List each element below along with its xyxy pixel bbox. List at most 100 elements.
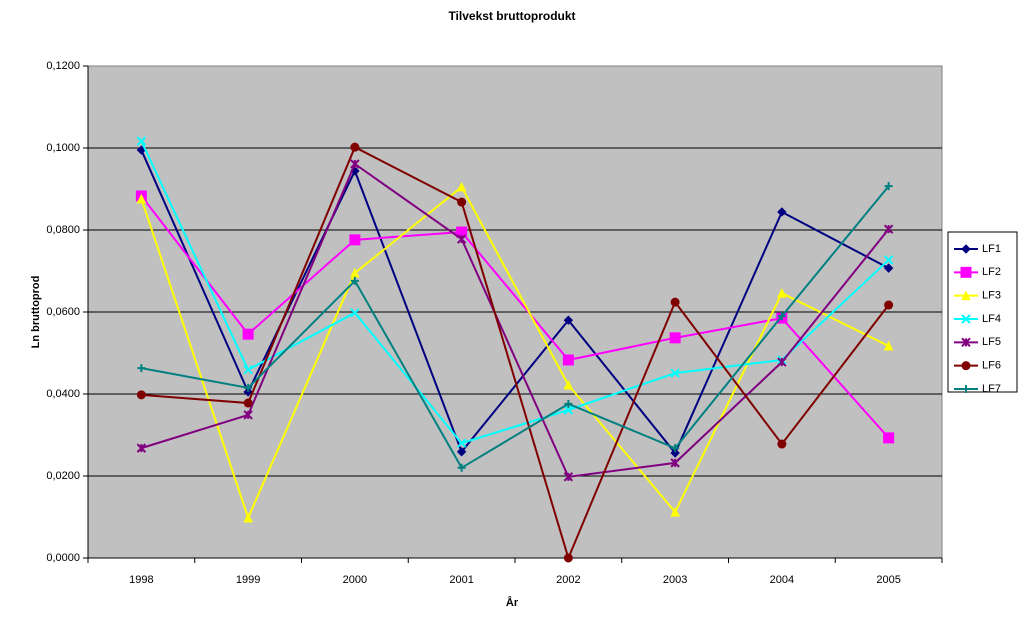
marker-shape <box>456 181 467 192</box>
marker <box>883 432 895 444</box>
marker <box>961 314 971 324</box>
marker-shape <box>961 337 971 348</box>
marker <box>456 181 467 192</box>
marker-shape <box>349 234 361 246</box>
series-line <box>140 185 890 521</box>
marker-shape <box>883 263 894 273</box>
marker <box>243 387 253 397</box>
marker <box>136 443 147 453</box>
marker <box>242 328 254 340</box>
marker-shape <box>136 193 147 204</box>
marker <box>961 290 971 301</box>
y-tick-label: 0,1000 <box>46 142 80 154</box>
marker <box>777 288 787 298</box>
legend-label: LF1 <box>982 243 1001 255</box>
marker-shape <box>136 390 146 400</box>
marker <box>777 357 787 367</box>
marker <box>562 354 574 366</box>
marker-shape <box>883 255 894 265</box>
marker <box>457 197 467 207</box>
marker-shape <box>350 159 360 169</box>
marker <box>883 255 894 265</box>
marker-shape <box>456 234 467 244</box>
marker-shape <box>563 379 574 390</box>
marker <box>670 506 680 517</box>
marker-shape <box>457 197 467 207</box>
marker <box>669 332 681 344</box>
y-tick-label: 0,0600 <box>46 306 80 318</box>
series-line <box>141 145 890 561</box>
marker-shape <box>961 290 971 301</box>
marker <box>883 263 894 273</box>
marker-shape <box>244 383 253 392</box>
marker-shape <box>350 142 360 152</box>
marker-shape <box>777 207 787 217</box>
marker-shape <box>669 332 681 344</box>
marker-shape <box>137 364 146 373</box>
y-axis-label: Ln bruttoprod <box>30 276 42 349</box>
marker <box>456 447 467 457</box>
marker-shape <box>136 443 147 453</box>
y-tick-label: 0,1200 <box>46 60 80 72</box>
marker <box>670 297 680 307</box>
series-line <box>141 162 890 478</box>
marker <box>961 361 971 371</box>
marker-shape <box>563 553 573 563</box>
marker-shape <box>961 244 971 254</box>
marker <box>136 193 147 204</box>
marker <box>961 337 971 348</box>
marker-shape <box>243 512 253 523</box>
marker <box>961 244 971 254</box>
y-tick-label: 0,0800 <box>46 224 80 236</box>
marker-shape <box>563 472 574 482</box>
marker-shape <box>777 312 786 321</box>
marker <box>244 383 253 392</box>
marker <box>456 234 467 244</box>
marker-shape <box>962 385 970 393</box>
y-tick-label: 0,0200 <box>46 470 80 482</box>
marker-shape <box>456 438 467 448</box>
marker-shape <box>243 398 253 408</box>
marker <box>137 364 146 373</box>
marker-shape <box>670 506 680 517</box>
series-line <box>140 149 890 455</box>
legend-label: LF2 <box>982 266 1001 278</box>
legend-label: LF7 <box>982 383 1001 395</box>
marker-shape <box>456 447 467 457</box>
marker <box>670 448 680 458</box>
marker <box>243 512 253 523</box>
marker <box>962 385 970 393</box>
legend-label: LF6 <box>982 360 1001 372</box>
chart-title: Tilvekst bruttoprodukt <box>448 9 575 23</box>
x-tick-label: 2004 <box>770 574 794 586</box>
marker <box>884 182 893 191</box>
marker <box>350 276 359 285</box>
x-tick-label: 2003 <box>663 574 687 586</box>
marker <box>563 472 574 482</box>
marker <box>883 224 894 234</box>
x-tick-label: 1999 <box>236 574 260 586</box>
marker-shape <box>883 224 894 234</box>
marker-shape <box>242 328 254 340</box>
marker-shape <box>564 399 573 408</box>
x-tick-label: 2002 <box>556 574 580 586</box>
marker <box>243 398 253 408</box>
marker-shape <box>777 288 787 298</box>
x-tick-label: 1998 <box>129 574 153 586</box>
marker-shape <box>670 458 680 468</box>
marker <box>350 159 360 169</box>
marker <box>670 458 680 468</box>
x-axis-label: År <box>506 596 519 609</box>
marker-shape <box>562 354 574 366</box>
marker-shape <box>961 361 971 371</box>
marker-shape <box>136 136 147 146</box>
x-tick-label: 2005 <box>876 574 900 586</box>
x-tick-label: 2001 <box>449 574 473 586</box>
marker-shape <box>883 432 895 444</box>
y-tick-label: 0,0000 <box>46 552 80 564</box>
marker-shape <box>670 368 680 378</box>
marker-shape <box>457 463 466 472</box>
marker-shape <box>243 387 253 397</box>
marker <box>243 410 253 420</box>
